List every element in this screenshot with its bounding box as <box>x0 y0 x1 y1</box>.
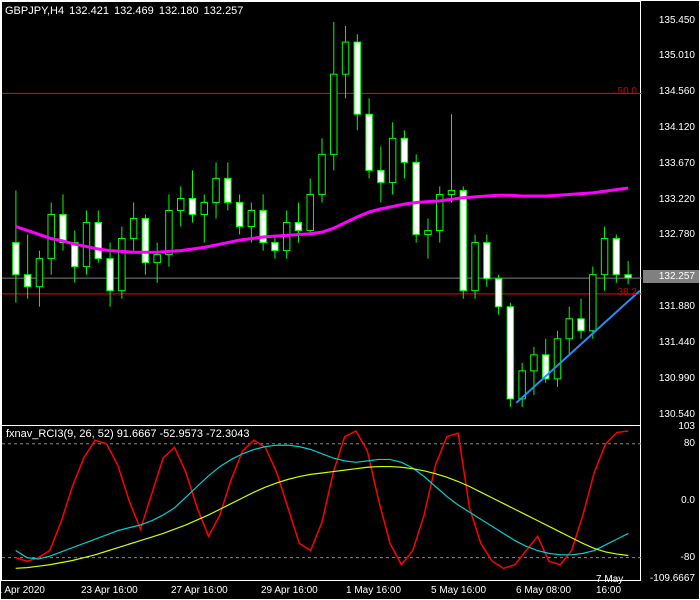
time-tick-label: 29 Apr 16:00 <box>261 585 318 596</box>
ohlc-c: 132.257 <box>204 5 244 17</box>
indicator-tick-label: 0.0 <box>681 495 695 506</box>
time-tick-label: 23 Apr 16:00 <box>81 585 138 596</box>
price-tick-label: 134.120 <box>659 122 695 133</box>
price-y-axis: 135.450 135.010 134.560 134.120 133.670 133.2… <box>640 1 699 426</box>
time-tick-label: 5 May 16:00 <box>431 585 486 596</box>
price-tick-label: 131.880 <box>659 301 695 312</box>
time-tick-label: 1 May 16:00 <box>346 585 401 596</box>
price-tick-label: 134.560 <box>659 86 695 97</box>
indicator-tick-label: -109.6667 <box>650 573 695 584</box>
time-tick-label: 7 May 16:00 <box>596 574 641 596</box>
price-tick-label: 132.780 <box>659 229 695 240</box>
indicator-params: (9, 26, 52) <box>63 428 113 440</box>
time-x-axis: 21 Apr 2020 23 Apr 16:00 27 Apr 16:00 29 Ap… <box>1 580 641 599</box>
indicator-tick-label: 80 <box>684 438 695 449</box>
current-price-box: 132.257 <box>643 270 699 283</box>
indicator-chart-svg <box>2 426 642 581</box>
ohlc-o: 132.421 <box>69 5 109 17</box>
price-chart-svg <box>2 2 642 427</box>
price-tick-label: 130.990 <box>659 373 695 384</box>
indicator-val-1: 91.6667 <box>117 428 157 440</box>
indicator-panel[interactable]: fxnav_RCI3(9, 26, 52) 91.6667 -52.9573 -… <box>1 426 641 581</box>
price-tick-label: 135.450 <box>659 15 695 26</box>
time-tick-label: 27 Apr 16:00 <box>171 585 228 596</box>
price-tick-label: 135.010 <box>659 50 695 61</box>
indicator-tick-label: -80 <box>681 552 695 563</box>
indicator-val-2: -52.9573 <box>160 428 203 440</box>
fib-label: 38.2 <box>618 287 637 298</box>
price-panel[interactable] <box>1 1 641 426</box>
chart-header: GBPJPY,H4 132.421 132.469 132.180 132.25… <box>5 5 245 17</box>
chart-container: GBPJPY,H4 132.421 132.469 132.180 132.25… <box>0 0 700 600</box>
price-tick-label: 130.540 <box>659 409 695 420</box>
ohlc-l: 132.180 <box>159 5 199 17</box>
indicator-tick-label: 103 <box>678 421 695 432</box>
indicator-y-axis: 103800.0-80-109.6667 <box>640 426 699 581</box>
symbol-label: GBPJPY,H4 <box>5 5 64 17</box>
time-tick-label: 6 May 08:00 <box>516 585 571 596</box>
price-tick-label: 133.670 <box>659 158 695 169</box>
indicator-val-3: -72.3043 <box>206 428 249 440</box>
indicator-header: fxnav_RCI3(9, 26, 52) 91.6667 -52.9573 -… <box>6 428 249 440</box>
indicator-name: fxnav_RCI3 <box>6 428 63 440</box>
price-tick-label: 131.440 <box>659 337 695 348</box>
ohlc-h: 132.469 <box>114 5 154 17</box>
price-tick-label: 133.220 <box>659 194 695 205</box>
fib-label: 50.0 <box>618 86 637 97</box>
time-tick-label: 21 Apr 2020 <box>0 585 45 596</box>
